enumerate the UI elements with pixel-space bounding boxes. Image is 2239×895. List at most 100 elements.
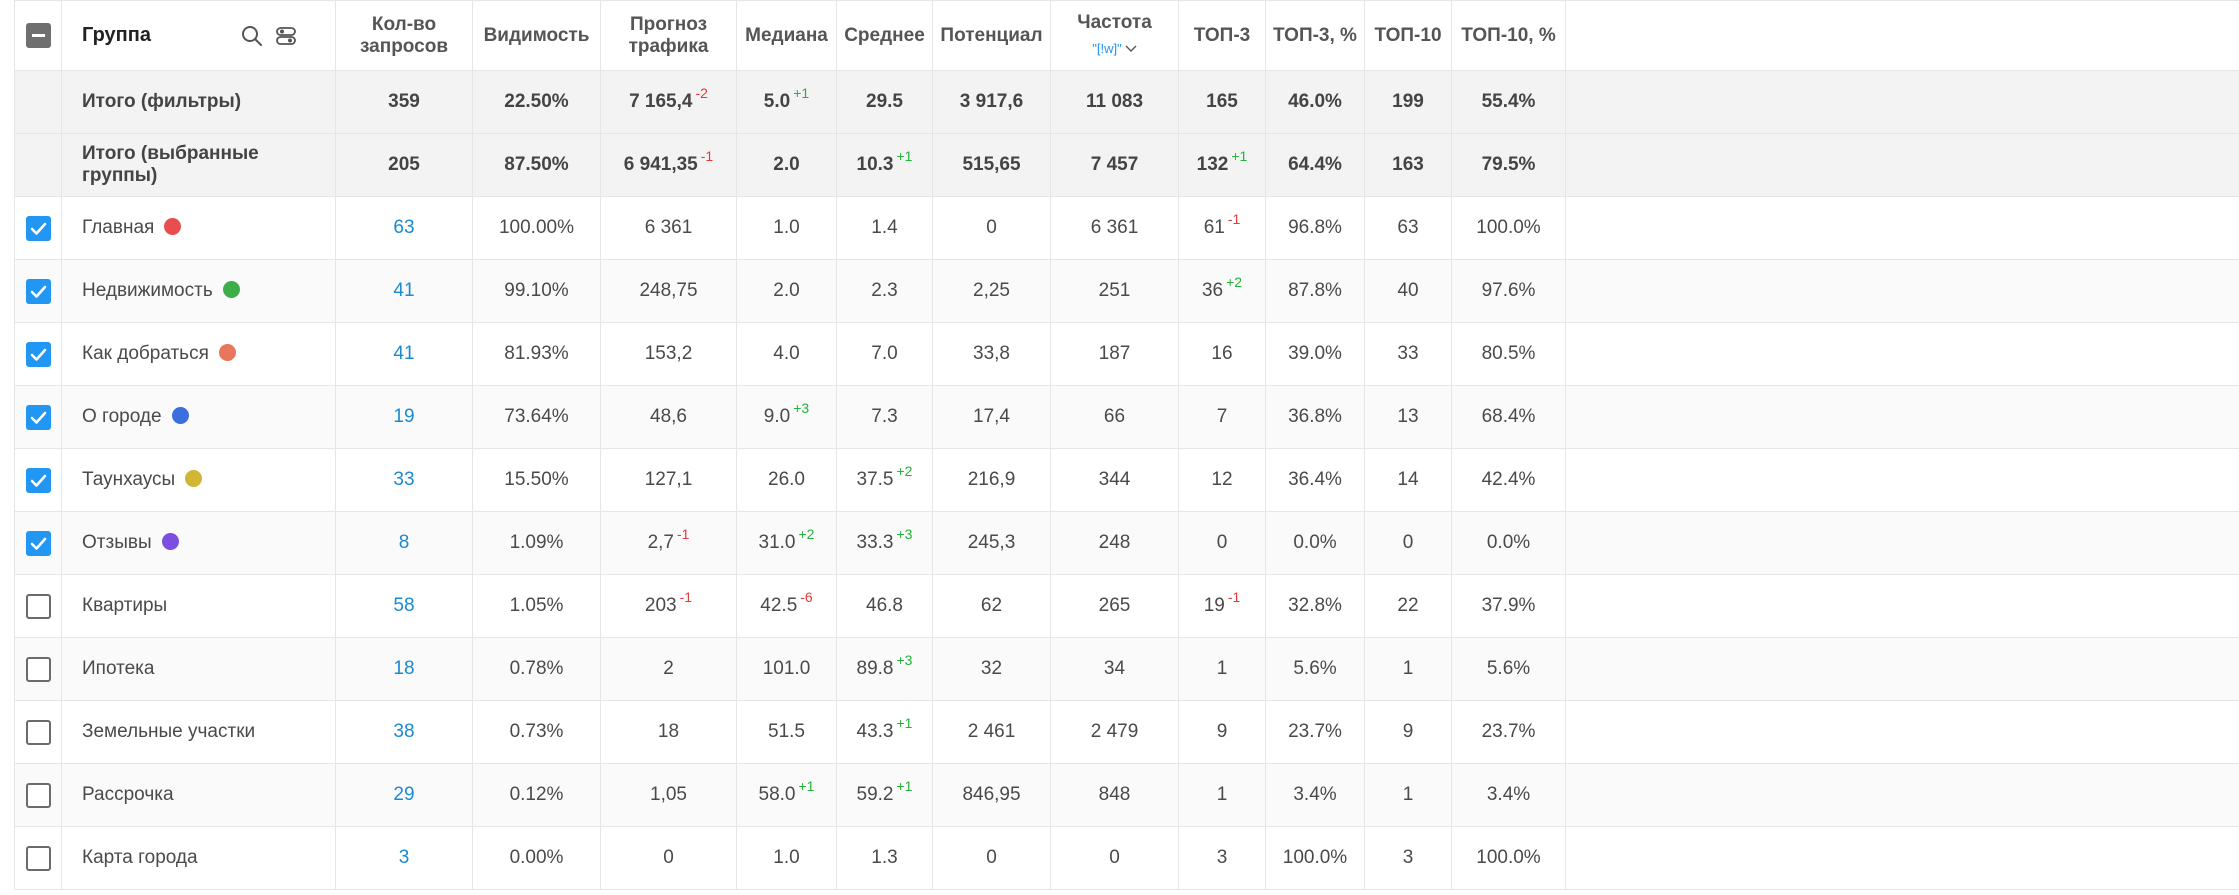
cell-count[interactable]: 38 xyxy=(335,700,473,764)
top3pct-value: 36.4% xyxy=(1288,469,1342,490)
cell-count[interactable]: 63 xyxy=(335,196,473,260)
potential-value: 2 461 xyxy=(967,721,1016,742)
column-header-count[interactable]: Кол-во запросов xyxy=(335,0,473,71)
table-row[interactable]: Квартиры 58 1.05% 203 -1 42.5 -6 46.8 62 265 19 -1 3… xyxy=(14,574,2239,638)
checkmark-icon xyxy=(30,222,46,235)
table-row[interactable]: Отзывы 8 1.09% 2,7 -1 31.0 +2 33.3 +3 245,3 248 0 0.… xyxy=(14,511,2239,575)
row-checkbox-checked[interactable] xyxy=(25,530,51,556)
cell-count[interactable]: 41 xyxy=(335,259,473,323)
group-name-cell[interactable]: Земельные участки xyxy=(61,700,336,764)
row-spacer xyxy=(1565,259,2239,323)
select-all-cell[interactable] xyxy=(14,0,62,71)
forecast-delta: -1 xyxy=(676,526,690,542)
column-header-average[interactable]: Среднее xyxy=(836,0,933,71)
group-name-cell[interactable]: Отзывы xyxy=(61,511,336,575)
table-row[interactable]: Как добраться 41 81.93% 153,2 4.0 7.0 33,8 187 1… xyxy=(14,322,2239,386)
row-select-cell[interactable] xyxy=(14,259,62,323)
column-header-top10[interactable]: ТОП-10 xyxy=(1364,0,1452,71)
row-checkbox-checked[interactable] xyxy=(25,215,51,241)
table-row[interactable]: Рассрочка 29 0.12% 1,05 58.0 +1 59.2 +1 846,95 84… xyxy=(14,763,2239,827)
row-select-cell[interactable] xyxy=(14,637,62,701)
cell-count[interactable]: 19 xyxy=(335,385,473,449)
row-checkbox-checked[interactable] xyxy=(25,467,51,493)
row-checkbox[interactable] xyxy=(25,656,51,682)
cell-count[interactable]: 33 xyxy=(335,448,473,512)
frequency-value: 11 083 xyxy=(1085,91,1144,112)
column-header-forecast[interactable]: Прогноз трафика xyxy=(600,0,737,71)
group-name-cell[interactable]: Таунхаусы xyxy=(61,448,336,512)
cell-count[interactable]: 3 xyxy=(335,826,473,890)
filter-settings-icon[interactable] xyxy=(275,25,297,53)
column-header-top10pct[interactable]: ТОП-10, % xyxy=(1451,0,1566,71)
row-select-cell[interactable] xyxy=(14,574,62,638)
column-header-top3[interactable]: ТОП-3 xyxy=(1178,0,1266,71)
frequency-type-value: "[!w]" xyxy=(1092,40,1122,56)
top3pct-value: 32.8% xyxy=(1288,595,1342,616)
group-name-cell[interactable]: Карта города xyxy=(61,826,336,890)
cell-median: 1.0 xyxy=(736,826,837,890)
average-value: 7.0 xyxy=(871,343,898,364)
table-row[interactable]: Ипотека 18 0.78% 2 101.0 89.8 +3 32 34 1 5.6% 1 5.6% xyxy=(14,637,2239,701)
row-checkbox[interactable] xyxy=(25,845,51,871)
search-icon[interactable] xyxy=(241,25,263,53)
row-checkbox-checked[interactable] xyxy=(25,278,51,304)
cell-count[interactable]: 58 xyxy=(335,574,473,638)
row-select-cell[interactable] xyxy=(14,511,62,575)
count-value: 29 xyxy=(393,784,415,805)
column-header-group[interactable]: Группа xyxy=(61,0,336,71)
table-row[interactable]: Недвижимость 41 99.10% 248,75 2.0 2.3 2,25 251 3… xyxy=(14,259,2239,323)
cell-count[interactable]: 41 xyxy=(335,322,473,386)
cell-count[interactable]: 18 xyxy=(335,637,473,701)
group-name-cell[interactable]: Ипотека xyxy=(61,637,336,701)
column-header-visibility[interactable]: Видимость xyxy=(472,0,601,71)
cell-top10pct: 97.6% xyxy=(1451,259,1566,323)
cell-average: 59.2 +1 xyxy=(836,763,933,827)
table-row[interactable]: О городе 19 73.64% 48,6 9.0 +3 7.3 17,4 66 7 36.8%… xyxy=(14,385,2239,449)
table-row[interactable]: Земельные участки 38 0.73% 18 51.5 43.3 +1 2 46… xyxy=(14,700,2239,764)
column-header-top3pct[interactable]: ТОП-3, % xyxy=(1265,0,1365,71)
cell-count[interactable]: 8 xyxy=(335,511,473,575)
column-header-potential[interactable]: Потенциал xyxy=(932,0,1051,71)
cell-top10: 14 xyxy=(1364,448,1452,512)
column-header-median[interactable]: Медиана xyxy=(736,0,837,71)
group-name-cell[interactable]: Квартиры xyxy=(61,574,336,638)
checkmark-icon xyxy=(30,411,46,424)
row-checkbox-checked[interactable] xyxy=(25,404,51,430)
cell-average: 33.3 +3 xyxy=(836,511,933,575)
frequency-type-dropdown[interactable]: "[!w]" xyxy=(1051,38,1178,60)
table-row[interactable]: Карта города 3 0.00% 0 1.0 1.3 0 0 3 100.0% 3 100.0… xyxy=(14,826,2239,890)
group-name-cell[interactable]: Рассрочка xyxy=(61,763,336,827)
frequency-value: 2 479 xyxy=(1090,721,1139,742)
group-name-cell[interactable]: Недвижимость xyxy=(61,259,336,323)
row-spacer xyxy=(1565,448,2239,512)
row-select-cell[interactable] xyxy=(14,448,62,512)
group-name-cell[interactable]: Как добраться xyxy=(61,322,336,386)
groups-table: Группа Кол-во запросов Видимость Прогноз… xyxy=(14,0,2239,890)
group-name: Таунхаусы xyxy=(82,469,176,490)
row-checkbox[interactable] xyxy=(25,719,51,745)
group-name-cell[interactable]: О городе xyxy=(61,385,336,449)
table-row[interactable]: Главная 63 100.00% 6 361 1.0 1.4 0 6 361 61 -1 96.… xyxy=(14,196,2239,260)
cell-count[interactable]: 29 xyxy=(335,763,473,827)
cell-forecast: 6 361 xyxy=(600,196,737,260)
row-checkbox[interactable] xyxy=(25,593,51,619)
top3-value: 7 xyxy=(1216,406,1228,427)
column-header-frequency[interactable]: Частота "[!w]" xyxy=(1050,0,1179,71)
row-select-cell[interactable] xyxy=(14,385,62,449)
table-row[interactable]: Таунхаусы 33 15.50% 127,1 26.0 37.5 +2 216,9 344… xyxy=(14,448,2239,512)
cell-top10: 199 xyxy=(1364,70,1452,134)
row-select-cell[interactable] xyxy=(14,700,62,764)
select-all-checkbox[interactable] xyxy=(25,23,51,48)
potential-value: 32 xyxy=(980,658,1003,679)
row-select-cell[interactable] xyxy=(14,826,62,890)
row-checkbox-checked[interactable] xyxy=(25,341,51,367)
row-select-cell[interactable] xyxy=(14,763,62,827)
row-select-cell[interactable] xyxy=(14,196,62,260)
count-value: 359 xyxy=(388,91,420,112)
forecast-value: 18 xyxy=(657,721,680,742)
row-select-cell[interactable] xyxy=(14,322,62,386)
top10-value: 13 xyxy=(1397,406,1419,427)
row-checkbox[interactable] xyxy=(25,782,51,808)
group-name-cell[interactable]: Главная xyxy=(61,196,336,260)
forecast-value: 6 361 xyxy=(644,217,693,238)
